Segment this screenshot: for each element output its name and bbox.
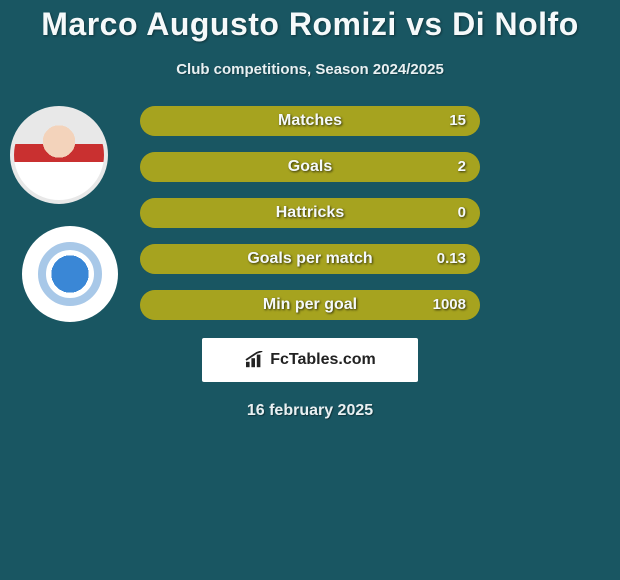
bar-chart-icon [244, 351, 266, 369]
stat-bar-left: Matches 15 [140, 106, 480, 136]
stat-label: Hattricks [140, 198, 480, 228]
player-avatar-left [10, 106, 108, 204]
stat-bar-left: Hattricks 0 [140, 198, 480, 228]
brand-text: FcTables.com [270, 351, 376, 369]
stat-row-goals: Goals 2 [140, 152, 600, 182]
stat-label: Goals per match [140, 244, 480, 274]
page-title: Marco Augusto Romizi vs Di Nolfo [0, 0, 620, 43]
stat-value-left: 2 [458, 152, 466, 182]
stat-row-matches: Matches 15 [140, 106, 600, 136]
stat-value-left: 1008 [433, 290, 466, 320]
stat-bar-left: Goals 2 [140, 152, 480, 182]
date-text: 16 february 2025 [0, 402, 620, 420]
stat-row-min-per-goal: Min per goal 1008 [140, 290, 600, 320]
stat-label: Goals [140, 152, 480, 182]
player-avatar-right [22, 226, 118, 322]
stat-bars: Matches 15 Goals 2 Hattricks 0 [140, 106, 600, 320]
brand-badge: FcTables.com [202, 338, 418, 382]
stat-label: Matches [140, 106, 480, 136]
stat-label: Min per goal [140, 290, 480, 320]
stat-value-left: 15 [449, 106, 466, 136]
subtitle: Club competitions, Season 2024/2025 [0, 61, 620, 78]
stat-bar-left: Goals per match 0.13 [140, 244, 480, 274]
stat-value-left: 0 [458, 198, 466, 228]
comparison-area: Matches 15 Goals 2 Hattricks 0 [0, 106, 620, 420]
stat-row-hattricks: Hattricks 0 [140, 198, 600, 228]
stat-row-goals-per-match: Goals per match 0.13 [140, 244, 600, 274]
stat-value-left: 0.13 [437, 244, 466, 274]
stat-bar-left: Min per goal 1008 [140, 290, 480, 320]
